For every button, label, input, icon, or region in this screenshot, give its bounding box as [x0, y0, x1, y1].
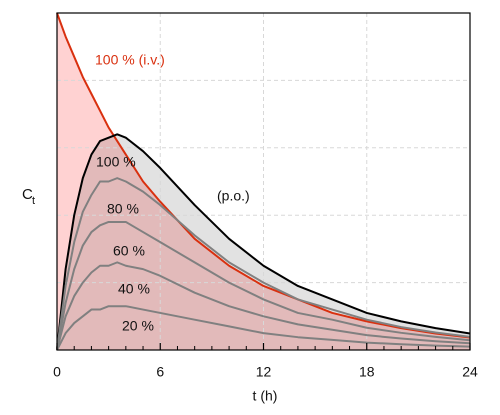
series-label: 80 % [107, 201, 139, 217]
x-tick-label: 18 [359, 364, 375, 380]
line-layer [56, 12, 471, 351]
label-layer: 100 % (i.v.) 100 % 80 % 60 % 40 % 20 % (p.o.) [95, 52, 250, 334]
series-label: 60 % [113, 243, 145, 259]
x-tick-label: 12 [256, 364, 272, 380]
x-tick-label: 24 [462, 364, 478, 380]
y-axis-label-subscript: t [32, 195, 35, 207]
line [56, 220, 471, 351]
series-label: 40 % [118, 281, 150, 297]
series-label: 20 % [122, 318, 154, 334]
x-tick-label: 6 [156, 364, 164, 380]
line [56, 133, 471, 351]
x-tick-label: 0 [53, 364, 61, 380]
x-axis-label: t (h) [253, 388, 278, 404]
line [56, 305, 471, 351]
series-label: 100 % [96, 154, 136, 170]
series-label: 100 % (i.v.) [95, 52, 165, 68]
annotation: (p.o.) [217, 188, 250, 204]
line [56, 12, 471, 339]
line [56, 177, 471, 351]
line [56, 261, 471, 351]
y-axis-label: C [22, 186, 33, 203]
